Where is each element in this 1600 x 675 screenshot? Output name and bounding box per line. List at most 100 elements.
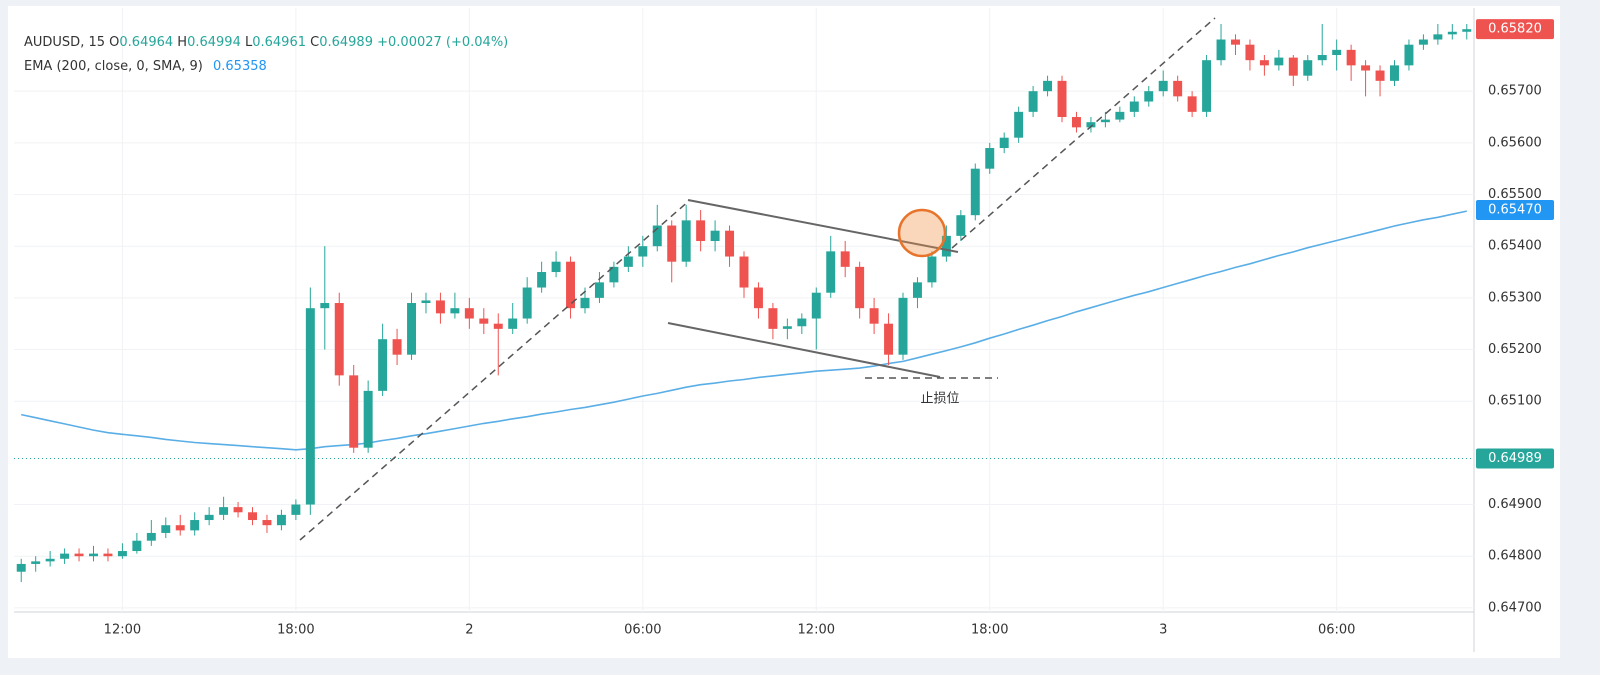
candle-body	[89, 553, 98, 557]
candle-body	[1129, 101, 1139, 112]
candle-body	[681, 220, 691, 262]
value: 0.64961	[252, 35, 306, 50]
candle-body	[869, 308, 879, 324]
candle-body	[1144, 91, 1154, 102]
label: H	[177, 35, 187, 50]
candle-body	[1259, 60, 1269, 66]
price-badge-label: 0.65470	[1488, 203, 1542, 218]
candle-body	[1274, 57, 1284, 66]
y-tick-label: 0.65100	[1488, 394, 1542, 409]
candle-body	[522, 287, 532, 319]
y-tick-label: 0.65600	[1488, 135, 1542, 150]
candle-body	[60, 553, 70, 559]
candle-body	[1071, 117, 1081, 128]
y-tick-label: 0.64800	[1488, 549, 1542, 564]
candle-body	[999, 137, 1009, 149]
ema-line	[21, 210, 1467, 451]
candle-body	[363, 390, 373, 448]
candle-body	[1028, 91, 1038, 112]
candle-body	[31, 561, 41, 564]
x-tick-label: 18:00	[277, 623, 314, 638]
value: 0.64964	[119, 35, 173, 50]
candle-body	[826, 251, 836, 293]
candle-body	[551, 261, 561, 273]
candle-body	[248, 512, 257, 521]
candle-body	[16, 563, 26, 572]
candle-body	[1216, 39, 1226, 61]
candle-body	[407, 303, 417, 355]
candle-body	[840, 251, 850, 267]
y-tick-label: 0.65500	[1488, 187, 1542, 202]
candle-body	[753, 287, 763, 309]
ema-label: EMA (200, close, 0, SMA, 9)	[24, 59, 203, 74]
candle-body	[1332, 49, 1342, 56]
channel-line	[667, 322, 941, 378]
candle-body	[1418, 39, 1428, 45]
x-tick-label: 12:00	[104, 623, 141, 638]
chart-background	[8, 6, 1560, 658]
candle-body	[1100, 119, 1110, 123]
breakout-circle	[897, 208, 947, 258]
candle-body	[117, 551, 127, 557]
candle-body	[623, 256, 633, 267]
candle-body	[320, 303, 330, 309]
candle-body	[190, 520, 200, 531]
candle-body	[378, 339, 388, 391]
candle-body	[146, 532, 156, 541]
candle-body	[1158, 80, 1168, 92]
legend-ohlc: AUDUSD, 15 O0.64964 H0.64994 L0.64961 C0…	[24, 35, 508, 50]
x-tick-label: 18:00	[971, 623, 1008, 638]
candle-body	[985, 148, 995, 169]
price-badge	[1476, 200, 1554, 221]
candle-body	[464, 308, 474, 319]
y-tick-label: 0.65300	[1488, 290, 1542, 305]
candle-body	[233, 507, 243, 513]
candle-body	[941, 235, 951, 257]
candle-body	[161, 525, 171, 533]
candle-body	[855, 266, 865, 309]
legend-ema: EMA (200, close, 0, SMA, 9) 0.65358	[24, 59, 267, 74]
candle-body	[1317, 55, 1327, 61]
y-tick-label: 0.65400	[1488, 239, 1542, 254]
candle-body	[1231, 39, 1240, 45]
candle-body	[291, 504, 301, 515]
candle-body	[1361, 65, 1371, 71]
candle-body	[1043, 80, 1053, 92]
symbol: AUDUSD, 15	[24, 35, 105, 50]
candle-body	[710, 230, 720, 242]
candle-body	[912, 282, 922, 298]
trend-line	[299, 199, 691, 541]
candle-body	[1173, 80, 1183, 97]
candle-body	[479, 318, 489, 324]
candle-body	[667, 225, 677, 262]
candle-body	[811, 292, 821, 319]
value: 0.64994	[187, 35, 241, 50]
candle-body	[594, 282, 604, 298]
price-badge-label: 0.65820	[1488, 22, 1542, 37]
candle-body	[1057, 80, 1067, 118]
candle-body	[1462, 29, 1472, 32]
candle-body	[450, 308, 460, 314]
candle-body	[1390, 65, 1399, 81]
candle-body	[566, 261, 576, 309]
candle-body	[435, 300, 445, 314]
candle-body	[45, 558, 55, 562]
candle-body	[1433, 34, 1443, 40]
y-tick-label: 0.64700	[1488, 600, 1542, 615]
candle-body	[537, 272, 547, 288]
candle-body	[927, 256, 937, 283]
annotation-label: 止损位	[920, 392, 959, 407]
candle-body	[1288, 57, 1298, 76]
change: +0.00027 (+0.04%)	[377, 35, 508, 50]
candle-body	[1086, 122, 1096, 128]
candle-body	[638, 246, 648, 257]
candle-body	[103, 553, 113, 557]
trend-line	[951, 17, 1216, 249]
y-tick-label: 0.65700	[1488, 84, 1542, 99]
candle-body	[1404, 44, 1414, 66]
x-tick-label: 2	[465, 623, 473, 638]
ema-value: 0.65358	[213, 59, 267, 74]
candle-body	[392, 339, 402, 355]
candle-body	[1375, 70, 1385, 81]
